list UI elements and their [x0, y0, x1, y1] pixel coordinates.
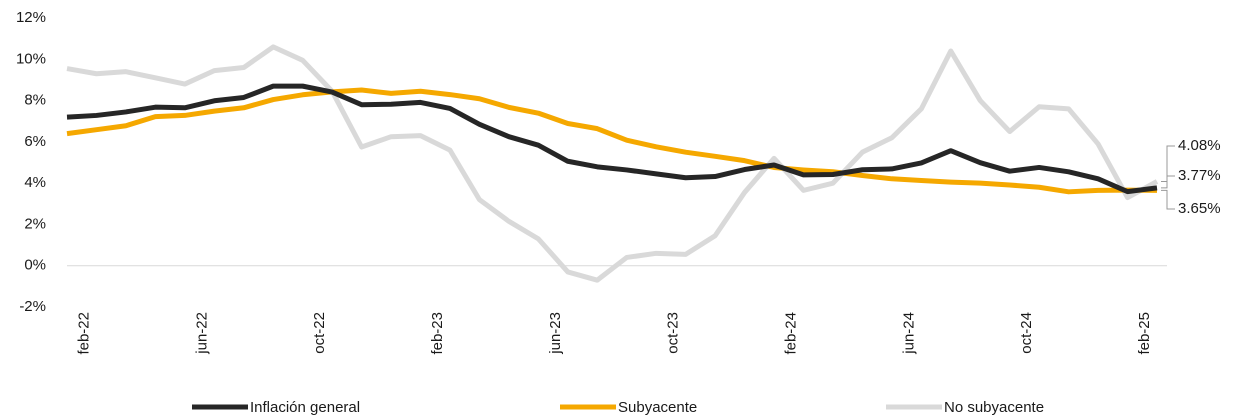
y-tick-label: 4%	[24, 174, 46, 191]
series-line	[66, 44, 1159, 283]
x-tick-label: oct-24	[1018, 312, 1035, 354]
y-tick-label: 2%	[24, 215, 46, 232]
data-label: 4.08%	[1178, 137, 1221, 154]
legend-label: No subyacente	[944, 399, 1044, 416]
x-tick-label: feb-23	[429, 312, 446, 355]
x-tick-label: feb-22	[75, 312, 92, 355]
x-tick-label: feb-25	[1136, 312, 1153, 355]
legend-label: Subyacente	[618, 399, 697, 416]
y-tick-label: 8%	[24, 92, 46, 109]
x-tick-label: feb-24	[782, 312, 799, 355]
x-tick-label: oct-23	[665, 312, 682, 354]
series-line	[66, 87, 1158, 195]
y-tick-label: 10%	[16, 50, 46, 67]
x-tick-label: jun-24	[900, 312, 917, 355]
label-connector	[1161, 189, 1175, 210]
x-tick-label: jun-22	[193, 312, 210, 355]
x-tick-label: jun-23	[547, 312, 564, 355]
data-label: 3.65%	[1178, 200, 1221, 217]
y-tick-label: 12%	[16, 9, 46, 26]
legend-label: Inflación general	[250, 399, 360, 416]
data-label: 3.77%	[1178, 167, 1221, 184]
x-tick-label: oct-22	[311, 312, 328, 354]
series-line	[66, 83, 1158, 195]
y-tick-label: -2%	[19, 298, 46, 315]
label-connector	[1161, 145, 1175, 182]
y-tick-label: 0%	[24, 257, 46, 274]
y-tick-label: 6%	[24, 133, 46, 150]
